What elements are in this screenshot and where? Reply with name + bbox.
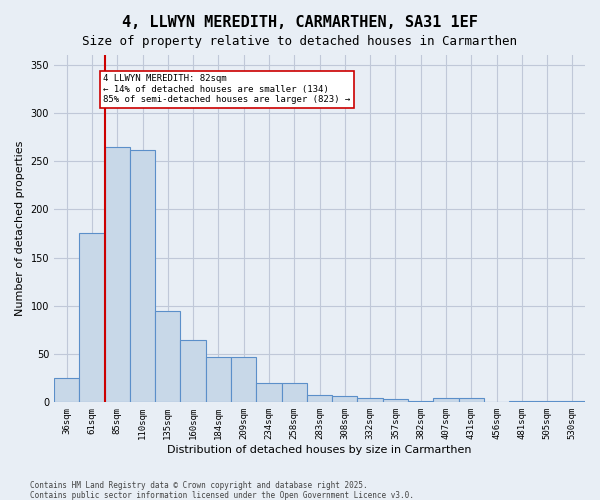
Bar xyxy=(383,400,408,402)
Bar xyxy=(104,146,130,402)
Text: 4 LLWYN MEREDITH: 82sqm
← 14% of detached houses are smaller (134)
85% of semi-d: 4 LLWYN MEREDITH: 82sqm ← 14% of detache… xyxy=(103,74,350,104)
Y-axis label: Number of detached properties: Number of detached properties xyxy=(15,141,25,316)
Text: Contains public sector information licensed under the Open Government Licence v3: Contains public sector information licen… xyxy=(30,491,414,500)
Text: 4, LLWYN MEREDITH, CARMARTHEN, SA31 1EF: 4, LLWYN MEREDITH, CARMARTHEN, SA31 1EF xyxy=(122,15,478,30)
Text: Contains HM Land Registry data © Crown copyright and database right 2025.: Contains HM Land Registry data © Crown c… xyxy=(30,481,368,490)
Bar xyxy=(231,357,256,403)
Bar xyxy=(433,398,458,402)
X-axis label: Distribution of detached houses by size in Carmarthen: Distribution of detached houses by size … xyxy=(167,445,472,455)
Bar xyxy=(79,234,104,402)
Bar xyxy=(206,357,231,403)
Bar xyxy=(130,150,155,402)
Text: Size of property relative to detached houses in Carmarthen: Size of property relative to detached ho… xyxy=(83,35,517,48)
Bar xyxy=(155,310,181,402)
Bar xyxy=(458,398,484,402)
Bar xyxy=(256,383,281,402)
Bar xyxy=(54,378,79,402)
Bar xyxy=(332,396,358,402)
Bar xyxy=(281,383,307,402)
Bar xyxy=(181,340,206,402)
Bar xyxy=(307,394,332,402)
Bar xyxy=(358,398,383,402)
